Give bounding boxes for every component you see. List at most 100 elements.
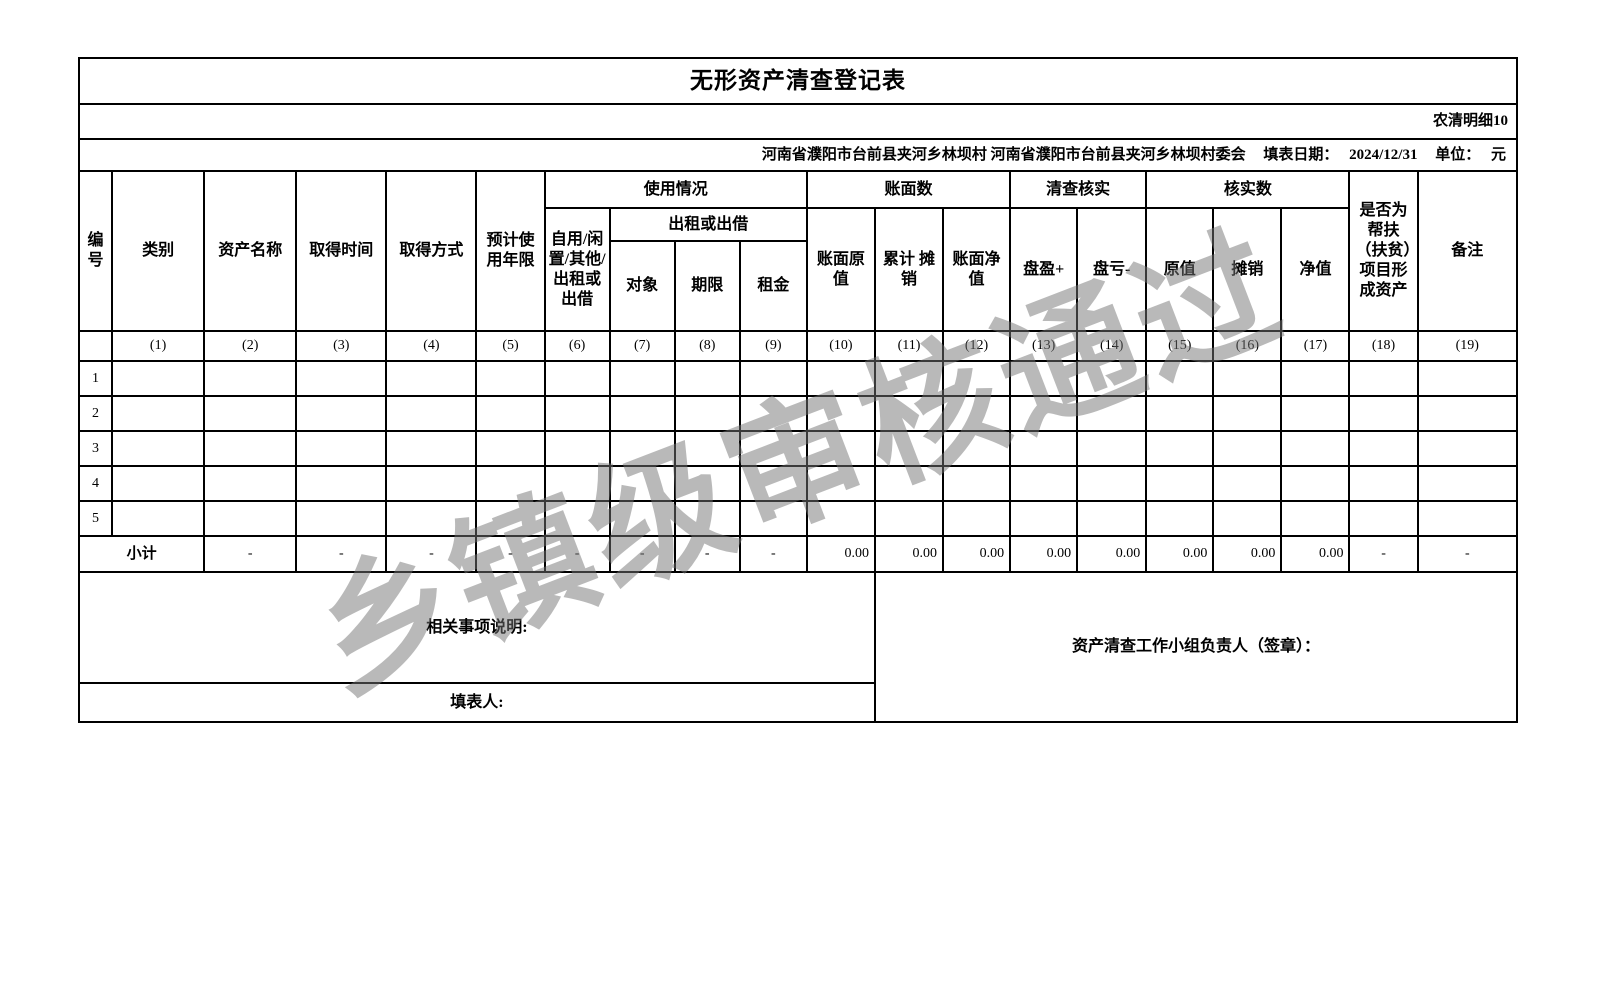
header-group-rent: 出租或出借 [608, 207, 808, 242]
table-row: 1 [77, 360, 1519, 397]
empty-cell [805, 500, 876, 537]
empty-cell [1416, 500, 1519, 537]
date-label: 填表日期： [1263, 146, 1339, 163]
row-number: 1 [77, 360, 114, 397]
col-index: (1) [111, 330, 206, 362]
empty-cell [475, 395, 546, 432]
empty-cell [1009, 430, 1079, 467]
empty-cell [1280, 430, 1351, 467]
empty-cell [673, 500, 741, 537]
col-index: (16) [1212, 330, 1283, 362]
header-col-book-original: 账面原值 [805, 207, 876, 332]
form-title: 无形资产清查登记表 [78, 57, 1518, 105]
empty-cell [111, 465, 206, 502]
subtotal-value: - [543, 535, 611, 573]
empty-cell [1076, 500, 1148, 537]
empty-cell [385, 395, 478, 432]
row-number: 4 [77, 465, 114, 502]
empty-cell [203, 430, 298, 467]
empty-cell [608, 500, 676, 537]
subtotal-value: - [475, 535, 546, 573]
empty-cell [203, 500, 298, 537]
subtotal-value: - [673, 535, 741, 573]
col-index: (11) [873, 330, 945, 362]
empty-cell [1348, 430, 1419, 467]
inventory-form-table: 无形资产清查登记表 农清明细10 河南省濮阳市台前县夹河乡林坝村 河南省濮阳市台… [77, 57, 1519, 723]
empty-cell [1076, 465, 1148, 502]
header-col-useful-life: 预计使用年限 [475, 170, 546, 332]
col-index: (2) [203, 330, 298, 362]
subtotal-value: 0.00 [1145, 535, 1215, 573]
empty-cell [1145, 430, 1215, 467]
col-index: (4) [385, 330, 478, 362]
empty-cell [1009, 395, 1079, 432]
subtotal-value: 0.00 [1212, 535, 1283, 573]
empty-cell [1280, 360, 1351, 397]
empty-cell [1009, 360, 1079, 397]
header-col-rent-target: 对象 [608, 240, 676, 332]
inspection-leader-cell: 资产清查工作小组负责人（签章）： [873, 571, 1519, 723]
unit-label: 单位： [1435, 146, 1481, 163]
empty-cell [805, 430, 876, 467]
empty-cell [608, 360, 676, 397]
header-col-verified-amortization: 摊销 [1212, 207, 1283, 332]
empty-cell [1280, 500, 1351, 537]
empty-cell [1280, 395, 1351, 432]
empty-cell [805, 465, 876, 502]
empty-cell [1145, 500, 1215, 537]
subtotal-value: - [608, 535, 676, 573]
empty-cell [111, 395, 206, 432]
empty-cell [543, 430, 611, 467]
row-number: 2 [77, 395, 114, 432]
empty-cell [385, 465, 478, 502]
empty-cell [1009, 500, 1079, 537]
empty-cell [1416, 395, 1519, 432]
empty-cell [1348, 395, 1419, 432]
table-row: 3 [77, 430, 1519, 467]
empty-cell [942, 465, 1012, 502]
subtotal-value: - [738, 535, 808, 573]
subtotal-value: 0.00 [805, 535, 876, 573]
empty-cell [295, 430, 388, 467]
col-index: (14) [1076, 330, 1148, 362]
header-col-surplus: 盘盈+ [1009, 207, 1079, 332]
empty-cell [942, 500, 1012, 537]
empty-cell [475, 465, 546, 502]
empty-cell [295, 500, 388, 537]
empty-cell [1145, 360, 1215, 397]
empty-cell [673, 430, 741, 467]
empty-cell [295, 395, 388, 432]
empty-cell [1145, 465, 1215, 502]
empty-cell [942, 360, 1012, 397]
empty-cell [805, 395, 876, 432]
preparer-cell: 填表人: [78, 682, 876, 723]
empty-cell [942, 395, 1012, 432]
empty-cell [475, 430, 546, 467]
header-col-category: 类别 [111, 170, 206, 332]
empty-cell [738, 430, 808, 467]
empty-cell [673, 465, 741, 502]
empty-cell [543, 395, 611, 432]
empty-cell [608, 395, 676, 432]
header-col-book-net: 账面净值 [942, 207, 1012, 332]
header-col-acquire-method: 取得方式 [385, 170, 478, 332]
col-index: (15) [1145, 330, 1215, 362]
empty-cell [1076, 430, 1148, 467]
empty-cell [203, 465, 298, 502]
header-col-self-use: 自用/闲置/其他/出租或出借 [543, 207, 611, 332]
form-meta-line: 河南省濮阳市台前县夹河乡林坝村 河南省濮阳市台前县夹河乡林坝村委会 填表日期： … [78, 138, 1518, 172]
related-notes-cell: 相关事项说明: [78, 571, 876, 684]
col-index: (18) [1348, 330, 1419, 362]
empty-cell [1416, 465, 1519, 502]
header-col-book-amortization: 累计 摊销 [873, 207, 945, 332]
empty-cell [1212, 465, 1283, 502]
header-col-deficit: 盘亏- [1076, 207, 1148, 332]
empty-cell [1212, 500, 1283, 537]
col-index: (10) [805, 330, 876, 362]
empty-cell [475, 500, 546, 537]
empty-cell [111, 360, 206, 397]
empty-cell [475, 360, 546, 397]
table-row: 4 [77, 465, 1519, 502]
empty-cell [873, 500, 945, 537]
